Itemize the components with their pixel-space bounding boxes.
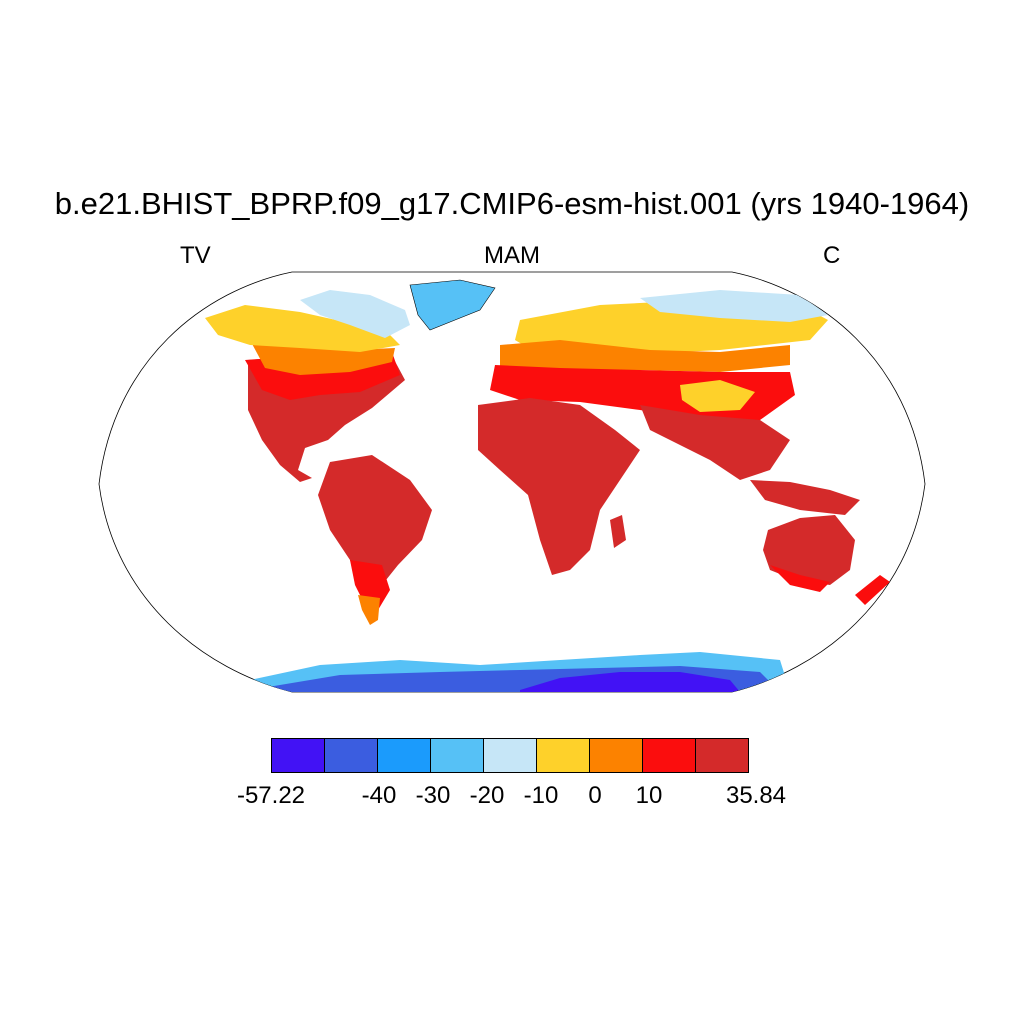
colorbar-swatch [377, 738, 431, 773]
colorbar-tick-label: -40 [361, 782, 397, 809]
colorbar-tick-label: -30 [415, 782, 451, 809]
colorbar-swatch [695, 738, 749, 773]
colorbar-swatch [430, 738, 484, 773]
greenland [409, 279, 496, 331]
colorbar-tick-label: -10 [523, 782, 559, 809]
colorbar [271, 738, 749, 773]
colorbar-tick-label: 10 [635, 782, 663, 809]
patagonia [358, 595, 380, 625]
colorbar-tick-label: 0 [588, 782, 602, 809]
colorbar-swatch [483, 738, 537, 773]
south-america [318, 455, 432, 600]
north-america-orange [250, 340, 395, 375]
south-america-south [350, 560, 390, 610]
maritime-asia [750, 480, 860, 515]
units-label: C [823, 242, 841, 269]
tibet-yellow [680, 380, 755, 412]
new-zealand [855, 575, 890, 605]
colorbar-tick-label: 35.84 [725, 782, 787, 809]
colorbar-tick-label: -57.22 [236, 782, 306, 809]
siberia-light [640, 290, 828, 322]
plot-title: b.e21.BHIST_BPRP.f09_g17.CMIP6-esm-hist.… [54, 186, 970, 221]
eurasia-orange [500, 340, 790, 372]
madagascar [610, 515, 626, 548]
variable-label: TV [180, 242, 211, 269]
colorbar-swatch [642, 738, 696, 773]
arctic-canada-light [300, 290, 410, 338]
colorbar-swatch [271, 738, 325, 773]
australia [763, 515, 855, 585]
season-label: MAM [484, 242, 540, 269]
north-america-yellow [205, 305, 400, 352]
antarctica-core [520, 672, 740, 692]
australia-south [770, 565, 830, 592]
south-asia [640, 405, 790, 480]
africa [478, 398, 640, 575]
colorbar-swatch [589, 738, 643, 773]
colorbar-tick-label: -20 [469, 782, 505, 809]
colorbar-swatch [324, 738, 378, 773]
colorbar-swatch [536, 738, 590, 773]
